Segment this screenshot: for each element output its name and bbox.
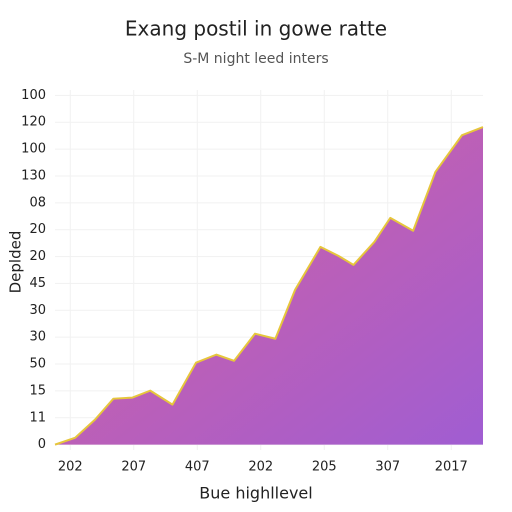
y-tick-label: 15 (29, 383, 46, 398)
chart-subtitle: S-M night leed inters (183, 51, 328, 67)
y-tick-label: 120 (21, 115, 46, 130)
x-axis-label: Bue highllevel (199, 484, 312, 503)
y-tick-label: 45 (29, 276, 46, 291)
y-tick-label: 130 (21, 168, 46, 183)
x-tick-label: 202 (248, 460, 273, 475)
y-tick-label: 30 (29, 303, 46, 318)
y-tick-label: 100 (21, 88, 46, 103)
chart-title: Exang postil in gowe ratte (125, 17, 387, 41)
y-tick-label: 0 (38, 437, 46, 452)
x-tick-label: 207 (121, 460, 146, 475)
y-tick-label: 20 (29, 222, 46, 237)
y-tick-label: 11 (29, 410, 46, 425)
area (55, 127, 483, 445)
y-tick-label: 20 (29, 249, 46, 264)
y-tick-label: 50 (29, 357, 46, 372)
x-tick-label: 202 (58, 460, 83, 475)
y-axis-label: Deplded (7, 231, 25, 294)
x-tick-label: 307 (375, 460, 400, 475)
y-tick-label: 30 (29, 330, 46, 345)
line (54, 126, 484, 446)
x-tick-label: 2017 (435, 460, 468, 475)
x-tick-label: 205 (312, 460, 337, 475)
x-tick-label: 407 (185, 460, 210, 475)
y-tick-label: 08 (29, 195, 46, 210)
y-tick-label: 100 (21, 142, 46, 157)
